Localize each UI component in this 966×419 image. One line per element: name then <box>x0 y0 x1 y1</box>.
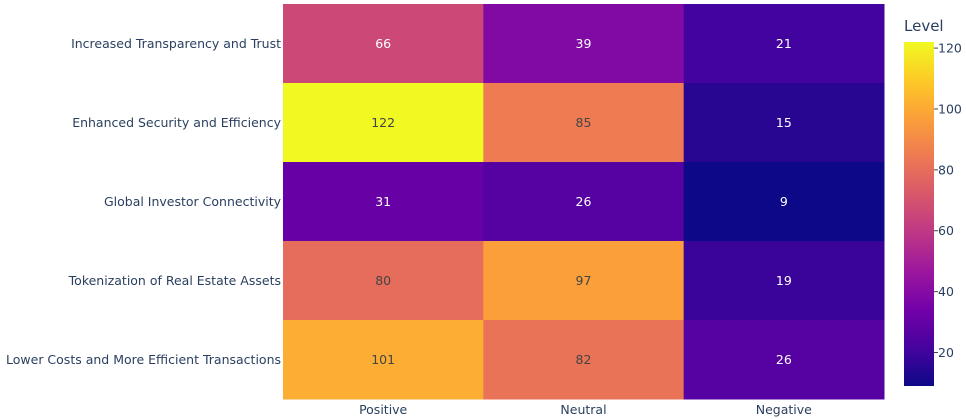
y-axis-tick-label: Tokenization of Real Estate Assets <box>68 273 281 288</box>
x-axis-tick-label: Positive <box>359 402 407 417</box>
heatmap-cell <box>283 4 484 84</box>
colorbar: Level 20 40 60 80 100 120 <box>904 17 962 386</box>
heatmap-cell <box>283 162 484 242</box>
cell-value-label: 31 <box>375 194 391 209</box>
heatmap-cell <box>683 241 885 321</box>
y-axis-tick-label: Lower Costs and More Efficient Transacti… <box>6 352 281 367</box>
colorbar-tick-label: 120 <box>938 41 962 56</box>
colorbar-tick-label: 60 <box>938 223 954 238</box>
cell-value-label: 80 <box>375 273 391 288</box>
cell-value-label: 97 <box>576 273 592 288</box>
heatmap-cell <box>683 320 885 400</box>
y-axis-tick-labels: Increased Transparency and Trust Enhanced… <box>6 36 282 367</box>
x-axis-tick-label: Neutral <box>560 402 606 417</box>
cell-value-label: 101 <box>371 352 395 367</box>
cell-value-label: 82 <box>576 352 592 367</box>
cell-value-label: 26 <box>576 194 592 209</box>
cell-value-label: 15 <box>776 115 792 130</box>
y-axis-tick-label: Enhanced Security and Efficiency <box>72 115 281 130</box>
heatmap-cell <box>683 162 885 242</box>
colorbar-ticks: 20 40 60 80 100 120 <box>934 41 962 360</box>
x-axis-tick-label: Negative <box>756 402 812 417</box>
heatmap-cell <box>283 241 484 321</box>
y-axis-tick-label: Global Investor Connectivity <box>104 194 282 209</box>
cell-value-label: 9 <box>780 194 788 209</box>
cell-value-label: 21 <box>776 36 792 51</box>
colorbar-tick-label: 80 <box>938 162 954 177</box>
colorbar-title: Level <box>904 17 944 35</box>
heatmap-cell <box>483 162 685 242</box>
heatmap-cell <box>483 241 685 321</box>
y-axis-tick-label: Increased Transparency and Trust <box>71 36 281 51</box>
cell-value-label: 66 <box>375 36 391 51</box>
cell-value-label: 26 <box>776 352 792 367</box>
colorbar-tick-label: 20 <box>938 345 954 360</box>
colorbar-tick-label: 40 <box>938 284 954 299</box>
heatmap-cell <box>483 83 685 163</box>
colorbar-tick-label: 100 <box>938 101 962 116</box>
cell-value-label: 39 <box>576 36 592 51</box>
heatmap-cell-labels: 66 39 21 122 85 15 31 26 9 80 97 19 101 82 26 <box>371 36 792 367</box>
cell-value-label: 19 <box>776 273 792 288</box>
heatmap-cell <box>483 4 685 84</box>
heatmap-cell <box>683 4 885 84</box>
heatmap-cells <box>283 4 885 400</box>
colorbar-gradient <box>904 42 934 386</box>
heatmap-cell <box>483 320 685 400</box>
cell-value-label: 85 <box>576 115 592 130</box>
cell-value-label: 122 <box>371 115 395 130</box>
heatmap-cell <box>683 83 885 163</box>
x-axis-tick-labels: Positive Neutral Negative <box>359 402 812 417</box>
heatmap-cell <box>283 83 484 163</box>
heatmap-cell <box>283 320 484 400</box>
